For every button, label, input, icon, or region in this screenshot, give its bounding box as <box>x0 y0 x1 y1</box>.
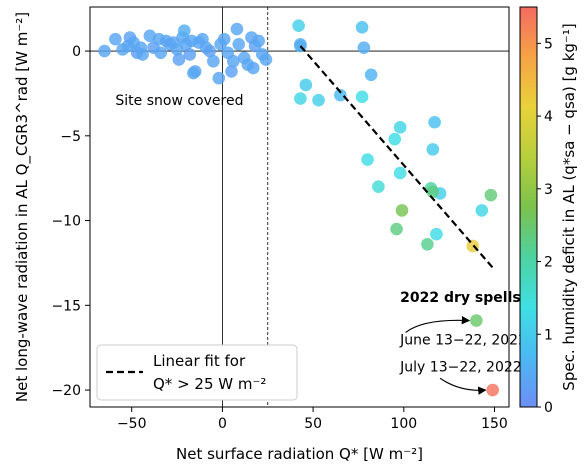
data-point <box>395 204 409 217</box>
x-tick-label: 50 <box>304 416 322 432</box>
colorbar-tick-label: 3 <box>544 182 553 198</box>
dry-spells-title: 2022 dry spells <box>400 290 521 306</box>
x-tick-label: −50 <box>117 416 147 432</box>
colorbar: 0 1 2 3 4 5 Spec. humidity deficit in AL (q*s… <box>519 6 578 416</box>
legend-label-line1: Linear fit for <box>153 352 246 370</box>
data-point <box>470 314 483 327</box>
legend: Linear fit for Q* > 25 W m⁻² <box>96 344 298 401</box>
data-point <box>355 21 369 34</box>
data-point <box>183 48 197 61</box>
data-point <box>154 46 168 60</box>
data-point <box>246 61 260 75</box>
data-point <box>388 132 402 146</box>
data-point <box>357 41 371 54</box>
data-point <box>334 88 347 102</box>
colorbar-tick-label: 2 <box>544 255 553 271</box>
data-point <box>355 90 369 104</box>
data-point <box>312 93 325 107</box>
data-point <box>299 78 313 92</box>
data-point <box>136 48 149 61</box>
data-point <box>217 32 231 46</box>
data-point <box>207 54 220 68</box>
colorbar-label: Spec. humidity deficit in AL (q*sa − qsa… <box>560 23 578 390</box>
june-arrow <box>405 316 471 333</box>
annotations: Site snow covered 2022 dry spells June 1… <box>115 93 527 395</box>
data-point <box>475 204 489 217</box>
data-point <box>390 222 403 236</box>
data-point <box>428 115 441 129</box>
plot-frame <box>89 6 510 408</box>
data-point <box>212 71 226 85</box>
data-point <box>361 153 374 166</box>
x-axis-label: Net surface radiation Q* [W m⁻²] <box>176 445 423 463</box>
data-point <box>226 54 240 68</box>
data-point <box>484 188 498 202</box>
y-tick-label: −10 <box>51 214 81 230</box>
colorbar-tick-label: 4 <box>544 109 553 125</box>
fit-line-group <box>299 45 496 271</box>
fit-line <box>299 45 496 271</box>
x-tick-label: 150 <box>481 416 508 432</box>
data-point <box>259 53 273 66</box>
y-tick-label: −5 <box>60 129 81 145</box>
colorbar-tick-label: 5 <box>544 36 553 52</box>
data-point <box>225 65 238 78</box>
x-tick-label: 100 <box>390 416 417 432</box>
july-arrow <box>439 377 487 395</box>
june-label: June 13−22, 2022 <box>399 332 527 348</box>
data-point <box>178 24 191 38</box>
y-tick-label: −15 <box>51 298 81 314</box>
snow-covered-label: Site snow covered <box>115 93 243 109</box>
y-axis-ticks: 0 −5 −10 −15 −20 <box>51 44 90 399</box>
legend-box <box>96 344 298 401</box>
data-point <box>430 227 443 241</box>
data-point <box>372 180 385 193</box>
data-point <box>292 19 305 32</box>
data-point <box>426 185 440 199</box>
colorbar-tick-label: 1 <box>544 327 553 343</box>
colorbar-ticks: 0 1 2 3 4 5 <box>537 36 553 416</box>
data-point <box>364 68 378 82</box>
legend-label-line2: Q* > 25 W m⁻² <box>153 375 266 393</box>
data-point <box>252 34 265 48</box>
y-tick-label: −20 <box>51 383 81 399</box>
data-point <box>98 44 111 58</box>
data-point <box>393 166 407 180</box>
data-point <box>294 37 307 51</box>
data-point <box>230 22 244 36</box>
y-tick-label: 0 <box>72 44 81 60</box>
data-point <box>421 237 434 251</box>
data-point <box>203 44 217 58</box>
data-point <box>294 92 307 105</box>
y-axis-label: Net long-wave radiation in AL Q_CGR3^rad… <box>13 12 32 402</box>
x-axis-ticks: −50 0 50 100 150 <box>117 407 508 432</box>
data-point <box>109 32 122 46</box>
data-point <box>232 37 246 51</box>
data-point <box>393 121 407 134</box>
colorbar-tick-label: 0 <box>544 400 553 416</box>
data-point <box>188 65 202 78</box>
data-point <box>426 143 440 156</box>
colorbar-gradient <box>519 6 538 408</box>
july-label: July 13−22, 2022 <box>399 359 522 375</box>
data-point <box>486 383 499 397</box>
x-tick-label: 0 <box>218 416 227 432</box>
data-point <box>172 53 186 66</box>
